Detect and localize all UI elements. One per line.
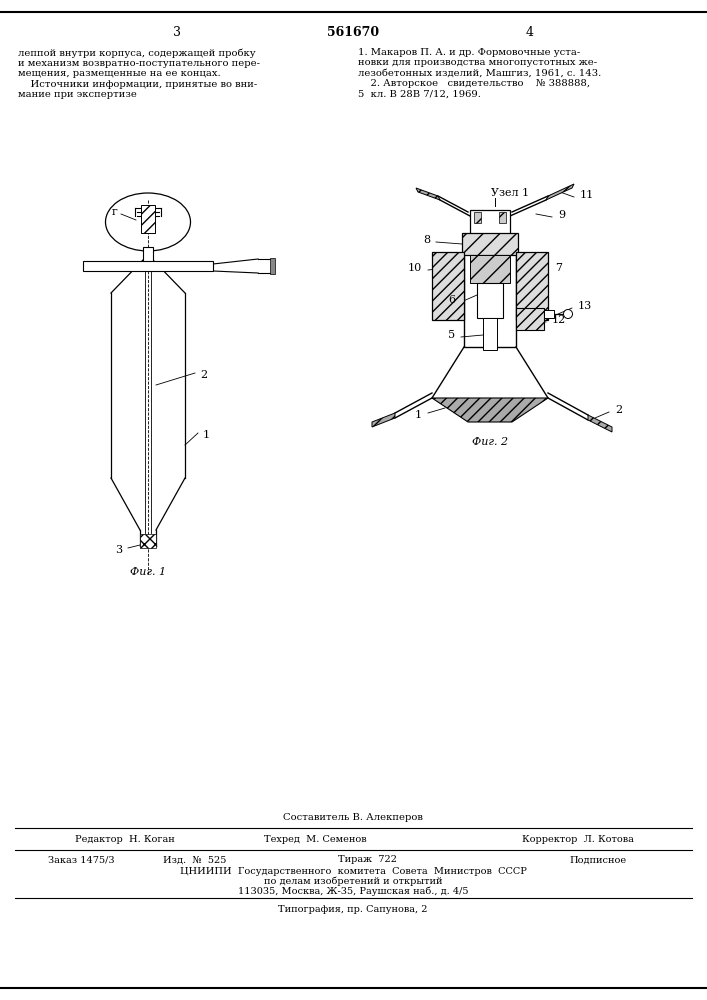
Bar [141, 205, 155, 233]
Text: 1. Макаров П. А. и др. Формовочные уста-
новки для производства многопустотных ж: 1. Макаров П. А. и др. Формовочные уста-… [358, 48, 601, 99]
Bar [432, 252, 464, 320]
Bar [474, 212, 481, 223]
Bar [483, 318, 497, 350]
Text: Техред  М. Семенов: Техред М. Семенов [264, 834, 366, 844]
Bar [270, 258, 275, 274]
Text: 113035, Москва, Ж-35, Раушская наб., д. 4/5: 113035, Москва, Ж-35, Раушская наб., д. … [238, 886, 468, 896]
Text: 6: 6 [448, 295, 455, 305]
Text: 2: 2 [200, 370, 207, 380]
Bar [462, 233, 518, 255]
Circle shape [563, 310, 573, 318]
Polygon shape [372, 413, 395, 427]
Bar [464, 252, 516, 347]
Text: Заказ 1475/3: Заказ 1475/3 [48, 856, 115, 864]
Bar [140, 534, 156, 548]
Bar [470, 210, 510, 235]
Text: леппой внутри корпуса, содержащей пробку
и механизм возвратно-поступательного пе: леппой внутри корпуса, содержащей пробку… [18, 48, 260, 99]
Text: 11: 11 [580, 190, 595, 200]
Bar [83, 261, 213, 271]
Text: Фиг. 2: Фиг. 2 [472, 437, 508, 447]
Bar [470, 255, 510, 283]
Polygon shape [546, 184, 574, 200]
Text: 13: 13 [578, 301, 592, 311]
Text: 2: 2 [615, 405, 622, 415]
Text: 1: 1 [203, 430, 210, 440]
Text: 5: 5 [448, 330, 455, 340]
Text: Составитель В. Алекперов: Составитель В. Алекперов [283, 814, 423, 822]
Text: ЦНИИПИ  Государственного  комитета  Совета  Министров  СССР: ЦНИИПИ Государственного комитета Совета … [180, 866, 527, 876]
Text: 9: 9 [558, 210, 565, 220]
Text: Типография, пр. Сапунова, 2: Типография, пр. Сапунова, 2 [279, 906, 428, 914]
Bar [499, 212, 506, 223]
Text: 1: 1 [415, 410, 422, 420]
Text: Фиг. 1: Фиг. 1 [130, 567, 166, 577]
Bar [143, 247, 153, 263]
Text: 3: 3 [115, 545, 122, 555]
Text: 561670: 561670 [327, 25, 379, 38]
Text: 12: 12 [552, 315, 566, 325]
Polygon shape [416, 188, 440, 200]
Bar [477, 283, 503, 318]
Text: 4: 4 [526, 25, 534, 38]
Text: Изд.  №  525: Изд. № 525 [163, 856, 227, 864]
Text: Подписное: Подписное [569, 856, 626, 864]
Polygon shape [588, 415, 612, 432]
Polygon shape [432, 398, 548, 422]
Text: г: г [112, 207, 118, 217]
Bar [544, 310, 554, 318]
Text: 10: 10 [408, 263, 422, 273]
Text: 3: 3 [173, 25, 181, 38]
Text: 8: 8 [423, 235, 430, 245]
Bar [516, 252, 548, 320]
Text: Редактор  Н. Коган: Редактор Н. Коган [75, 834, 175, 844]
Bar [516, 308, 544, 330]
Text: Тираж  722: Тираж 722 [339, 856, 397, 864]
Text: 7: 7 [555, 263, 562, 273]
Text: по делам изобретений и открытий: по делам изобретений и открытий [264, 876, 443, 886]
Text: Корректор  Л. Котова: Корректор Л. Котова [522, 834, 634, 844]
Text: Узел 1: Узел 1 [491, 188, 529, 198]
